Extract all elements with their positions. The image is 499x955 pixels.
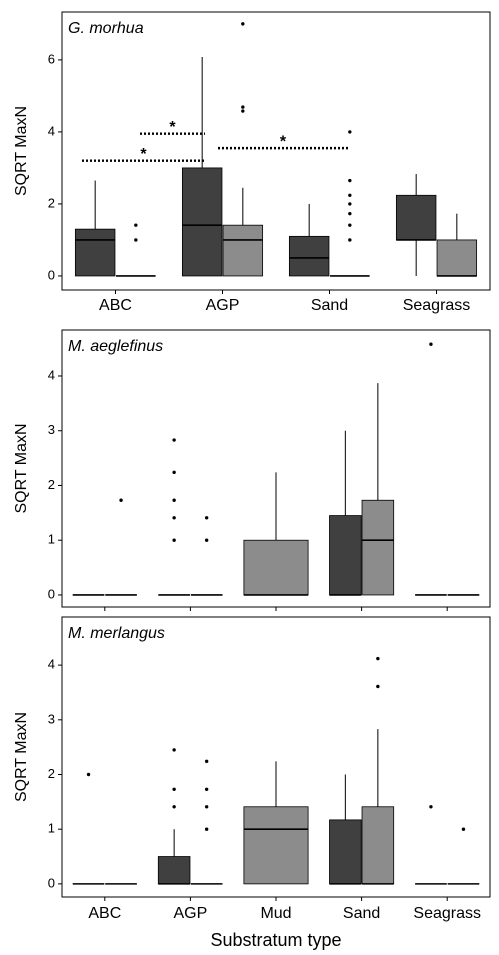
y-tick-label: 0 (48, 267, 55, 282)
x-tick-label: Mud (260, 905, 291, 922)
outlier (204, 538, 209, 542)
outlier (348, 202, 352, 206)
x-tick-label: AGP (174, 905, 208, 922)
y-tick-label: 4 (48, 657, 55, 672)
plot-frame (61, 11, 491, 291)
box (361, 806, 395, 885)
y-tick-label: 1 (48, 532, 55, 547)
outlier (172, 805, 176, 809)
outlier (348, 223, 352, 227)
outlier (241, 109, 245, 113)
x-axis-label: Substratum type (210, 930, 341, 950)
panel-title: M. merlangus (68, 625, 165, 642)
outlier (172, 787, 176, 791)
box (243, 806, 309, 885)
x-tick-label: Seagrass (413, 905, 481, 922)
outlier (348, 211, 352, 216)
box (243, 539, 309, 596)
y-axis-label: SQRT MaxN (13, 423, 30, 513)
y-tick-label: 0 (48, 875, 55, 890)
y-tick-label: 2 (48, 766, 55, 781)
y-tick-label: 4 (48, 367, 55, 382)
significance-label: * (140, 146, 147, 163)
outlier (348, 130, 352, 134)
outlier (119, 498, 123, 502)
box (74, 228, 116, 277)
x-tick-label: Seagrass (403, 297, 471, 314)
outlier (376, 684, 380, 689)
outlier (134, 238, 138, 242)
outlier (204, 516, 209, 520)
outlier (348, 193, 352, 197)
outlier (172, 538, 176, 542)
box (395, 194, 437, 241)
y-tick-label: 3 (48, 711, 55, 726)
panel-title: G. morhua (68, 20, 144, 37)
box (329, 515, 362, 596)
y-tick-label: 6 (48, 51, 55, 66)
outlier (204, 759, 209, 764)
outlier (172, 498, 176, 502)
box (222, 224, 264, 277)
outlier (172, 438, 176, 442)
box (329, 819, 362, 885)
outlier (241, 22, 245, 26)
y-tick-label: 2 (48, 195, 55, 210)
y-axis-label: SQRT MaxN (13, 106, 30, 196)
x-tick-label: AGP (206, 297, 240, 314)
panel-title: M. aeglefinus (68, 338, 163, 355)
x-tick-label: ABC (99, 297, 132, 314)
significance-label: * (280, 133, 287, 150)
y-tick-label: 2 (48, 477, 55, 492)
outlier (86, 772, 91, 777)
outlier (204, 787, 209, 791)
y-tick-label: 1 (48, 821, 55, 836)
box (181, 167, 223, 277)
outlier (172, 516, 176, 520)
outlier (241, 105, 245, 109)
x-tick-label: Sand (343, 905, 380, 922)
outlier (376, 656, 380, 661)
x-tick-label: ABC (88, 905, 121, 922)
y-tick-label: 3 (48, 422, 55, 437)
outlier (172, 470, 176, 475)
box (361, 499, 395, 596)
outlier (348, 178, 352, 183)
outlier (134, 223, 138, 227)
outlier (204, 805, 209, 809)
x-tick-label: Sand (311, 297, 348, 314)
y-tick-label: 0 (48, 586, 55, 601)
box (288, 235, 330, 277)
outlier (348, 238, 352, 242)
outlier (461, 827, 466, 831)
box (157, 856, 191, 885)
y-tick-label: 4 (48, 123, 55, 138)
outlier (429, 342, 433, 346)
y-axis-label: SQRT MaxN (13, 712, 30, 802)
outlier (204, 827, 209, 831)
outlier (172, 748, 176, 752)
box (436, 239, 478, 277)
outlier (429, 805, 433, 809)
significance-label: * (169, 119, 176, 136)
